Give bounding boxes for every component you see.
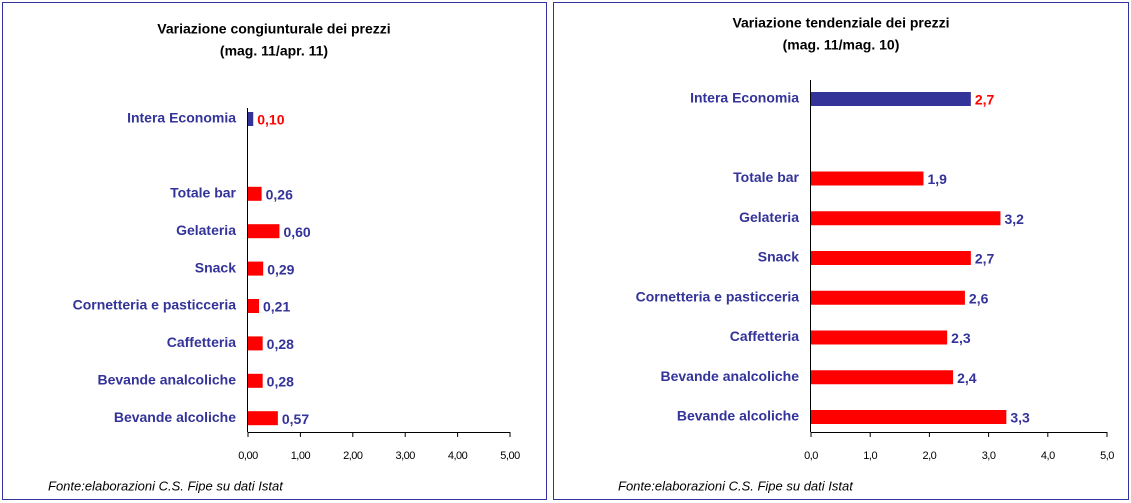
bar xyxy=(248,299,260,313)
category-label: Gelateria xyxy=(739,209,799,225)
value-label: 0,26 xyxy=(266,187,293,203)
x-tick-label: 4,00 xyxy=(448,450,468,462)
category-label: Snack xyxy=(758,249,799,265)
category-label: Caffetteria xyxy=(730,328,799,344)
category-label: Totale bar xyxy=(733,169,799,185)
x-tick-label: 0,0 xyxy=(804,450,818,462)
bar xyxy=(248,336,263,351)
x-tick-label: 1,00 xyxy=(291,450,311,462)
category-label: Bevande analcoliche xyxy=(97,372,236,388)
bar xyxy=(248,112,254,126)
source-note: Fonte:elaborazioni C.S. Fipe su dati Ist… xyxy=(618,478,854,493)
bar xyxy=(248,186,262,201)
bar xyxy=(248,373,263,388)
bar xyxy=(811,171,924,186)
bar xyxy=(811,211,1001,226)
value-label: 3,2 xyxy=(1004,211,1024,227)
x-tick-label: 2,00 xyxy=(343,450,363,462)
category-label: Intera Economia xyxy=(127,110,236,126)
category-label: Bevande alcoliche xyxy=(677,408,799,424)
value-label: 0,28 xyxy=(267,336,294,352)
bar xyxy=(811,370,954,385)
value-label: 1,9 xyxy=(927,171,947,187)
bar xyxy=(811,410,1007,424)
category-label: Snack xyxy=(195,259,236,275)
category-label: Intera Economia xyxy=(690,90,799,106)
value-label: 3,3 xyxy=(1010,410,1030,426)
value-label: 0,60 xyxy=(283,224,310,240)
value-label: 0,57 xyxy=(282,411,309,427)
x-tick-label: 5,0 xyxy=(1100,450,1114,462)
category-label: Cornetteria e pasticceria xyxy=(73,297,237,313)
value-label: 2,7 xyxy=(975,251,995,267)
x-tick-label: 5,00 xyxy=(500,450,520,462)
x-tick-label: 4,0 xyxy=(1041,450,1055,462)
bar xyxy=(248,411,278,426)
value-label: 2,3 xyxy=(951,330,971,346)
chart-title: Variazione congiunturale dei prezzi xyxy=(157,21,390,37)
value-label: 0,29 xyxy=(267,261,294,277)
chart-title: Variazione tendenziale dei prezzi xyxy=(732,15,949,31)
category-label: Caffetteria xyxy=(167,334,236,350)
value-label: 2,4 xyxy=(957,370,977,386)
x-tick-label: 3,00 xyxy=(395,450,415,462)
x-tick-label: 1,0 xyxy=(863,450,877,462)
chart-subtitle: (mag. 11/apr. 11) xyxy=(220,43,328,59)
x-tick-label: 2,0 xyxy=(923,450,937,462)
x-tick-label: 0,00 xyxy=(238,450,258,462)
bar xyxy=(811,92,971,106)
value-label: 2,7 xyxy=(975,92,995,108)
category-label: Cornetteria e pasticceria xyxy=(636,288,800,304)
value-label: 0,10 xyxy=(257,112,284,128)
category-label: Bevande alcoliche xyxy=(114,409,236,425)
bar xyxy=(248,261,264,276)
bar xyxy=(811,251,971,265)
bar xyxy=(248,224,280,239)
category-label: Bevande analcoliche xyxy=(660,368,799,384)
source-note: Fonte:elaborazioni C.S. Fipe su dati Ist… xyxy=(48,478,284,493)
value-label: 0,21 xyxy=(263,299,290,315)
x-tick-label: 3,0 xyxy=(982,450,996,462)
value-label: 0,28 xyxy=(267,374,294,390)
chart-subtitle: (mag. 11/mag. 10) xyxy=(783,37,900,53)
bar xyxy=(811,330,948,345)
value-label: 2,6 xyxy=(969,290,989,306)
category-label: Totale bar xyxy=(170,185,236,201)
category-label: Gelateria xyxy=(176,222,236,238)
bar xyxy=(811,290,965,305)
